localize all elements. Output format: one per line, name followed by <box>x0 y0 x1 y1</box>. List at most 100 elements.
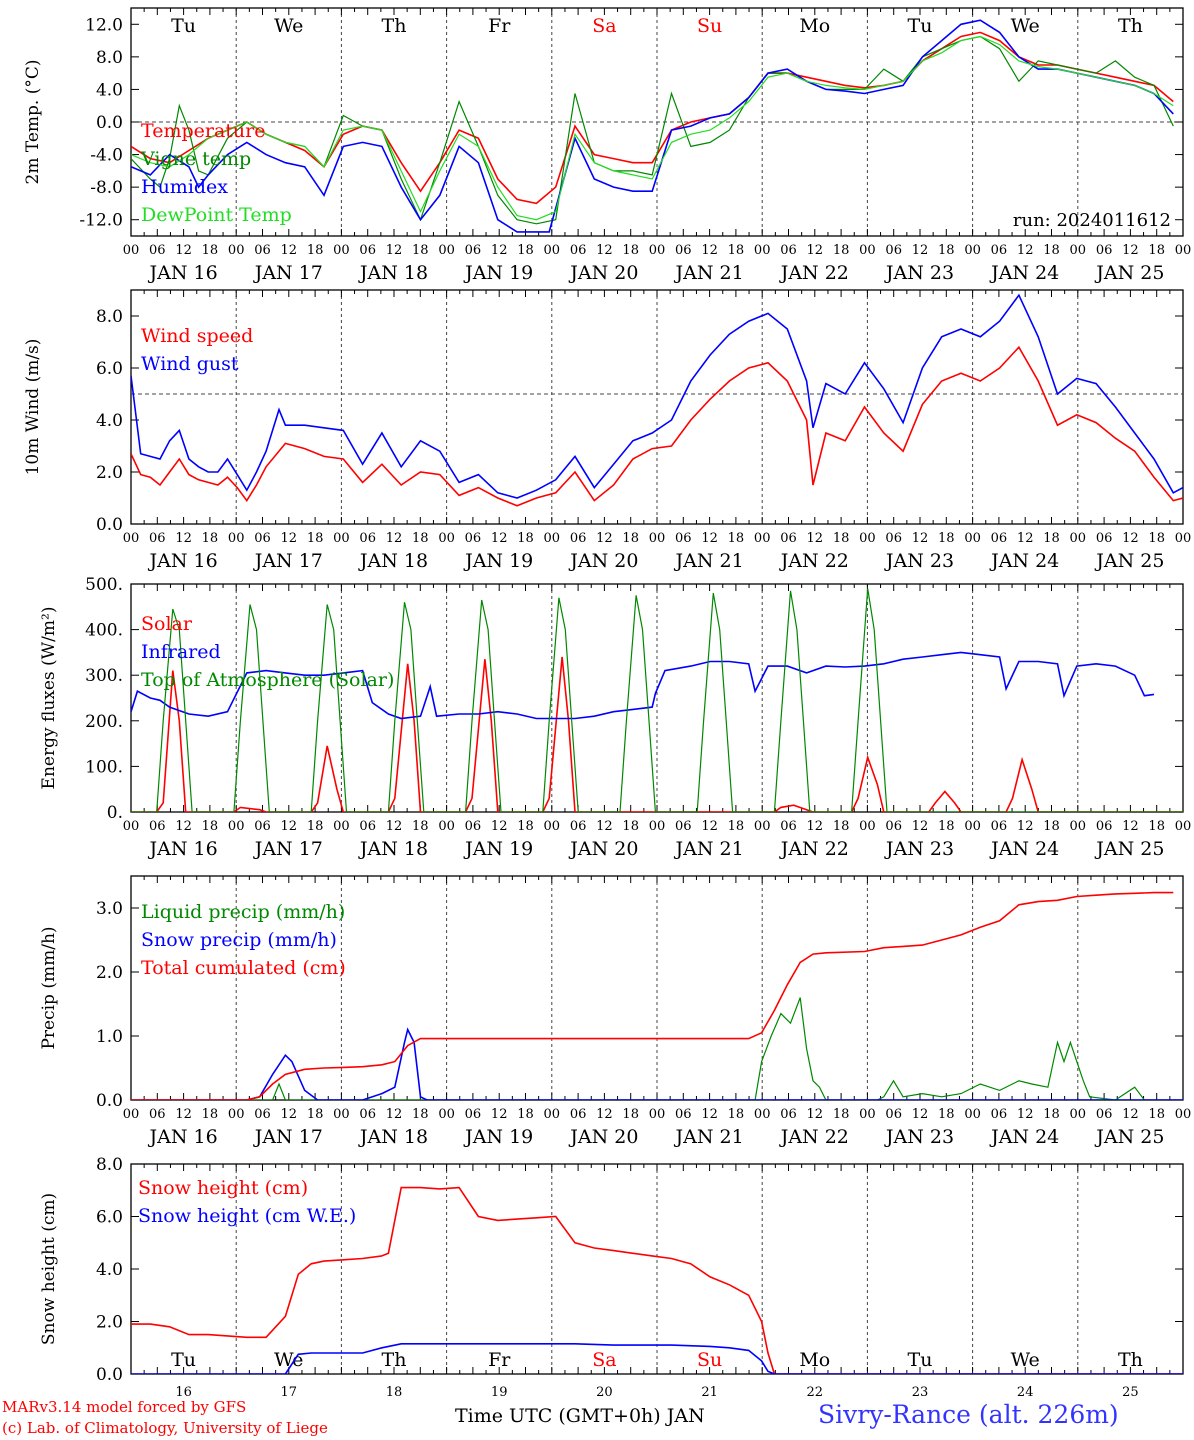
weekday-label: Th <box>1118 15 1143 37</box>
hour-label: 18 <box>307 1107 324 1122</box>
hour-label: 00 <box>754 819 771 834</box>
hour-label: 00 <box>123 1107 140 1122</box>
hour-label: 18 <box>412 1107 429 1122</box>
hour-label: 06 <box>149 531 166 546</box>
hour-label: 00 <box>544 819 561 834</box>
hour-label: 00 <box>859 243 876 258</box>
hour-label: 06 <box>991 531 1008 546</box>
hour-label: 06 <box>359 819 376 834</box>
hour-label: 06 <box>1096 243 1113 258</box>
weekday-label: Mo <box>799 1349 830 1371</box>
legend-entry: Vigne temp <box>140 148 251 170</box>
hour-label: 06 <box>885 243 902 258</box>
hour-label: 18 <box>728 243 745 258</box>
hour-label: 06 <box>885 819 902 834</box>
hour-label: 06 <box>254 531 271 546</box>
date-label: JAN 25 <box>1094 262 1164 284</box>
y-tick-label: 0. <box>107 803 123 823</box>
hour-label: 18 <box>833 819 850 834</box>
y-tick-label: 0.0 <box>96 113 123 133</box>
weekday-label: Sa <box>592 15 616 37</box>
y-tick-label: 0.0 <box>96 515 123 535</box>
legend-entry: Wind gust <box>141 353 239 375</box>
legend-entry: Temperature <box>141 120 265 142</box>
date-label: JAN 21 <box>674 1126 744 1148</box>
date-label: JAN 24 <box>989 838 1059 860</box>
y-tick-label: 200. <box>85 712 123 732</box>
hour-label: 18 <box>833 243 850 258</box>
hour-label: 12 <box>912 819 929 834</box>
hour-label: 12 <box>1122 1107 1139 1122</box>
hour-label: 18 <box>938 819 955 834</box>
hour-label: 18 <box>1148 819 1165 834</box>
hour-label: 00 <box>228 243 245 258</box>
hour-label: 06 <box>1096 531 1113 546</box>
weekday-label: Mo <box>799 15 830 37</box>
y-tick-label: 8.0 <box>96 307 123 327</box>
date-label: JAN 19 <box>463 262 533 284</box>
hour-label: 12 <box>175 243 192 258</box>
hour-label: 12 <box>281 819 298 834</box>
hour-label: 00 <box>754 1107 771 1122</box>
series-group <box>131 891 1183 1100</box>
hour-label: 12 <box>596 531 613 546</box>
y-tick-label: -12.0 <box>79 211 123 231</box>
day-number: 20 <box>596 1385 613 1400</box>
hour-label: 06 <box>675 819 692 834</box>
legend-entry: Snow height (cm W.E.) <box>138 1205 356 1227</box>
hour-label: 18 <box>517 1107 534 1122</box>
weekday-label: Tu <box>171 15 196 37</box>
hour-label: 00 <box>1070 243 1087 258</box>
hour-label: 06 <box>359 243 376 258</box>
date-label: JAN 22 <box>779 550 849 572</box>
hour-label: 00 <box>544 243 561 258</box>
hour-label: 12 <box>281 1107 298 1122</box>
date-label: JAN 16 <box>148 550 218 572</box>
hour-label: 12 <box>701 243 718 258</box>
hour-label: 06 <box>991 243 1008 258</box>
hour-label: 06 <box>359 531 376 546</box>
hour-label: 12 <box>1017 243 1034 258</box>
date-label: JAN 18 <box>358 838 428 860</box>
hour-label: 12 <box>596 819 613 834</box>
hour-label: 18 <box>517 531 534 546</box>
hour-label: 06 <box>675 1107 692 1122</box>
hour-label: 18 <box>412 531 429 546</box>
hour-label: 00 <box>1070 531 1087 546</box>
hour-label: 00 <box>438 243 455 258</box>
hour-label: 06 <box>570 531 587 546</box>
hour-label: 06 <box>885 531 902 546</box>
series-line-wind-gust <box>131 293 1183 499</box>
series-line-liquid-precip-mm-h- <box>131 997 1183 1100</box>
series-group <box>131 1186 1183 1374</box>
hour-label: 06 <box>465 531 482 546</box>
hour-label: 00 <box>438 1107 455 1122</box>
hour-label: 00 <box>438 819 455 834</box>
series-line-dewpoint-temp <box>131 35 1174 221</box>
hour-label: 06 <box>991 819 1008 834</box>
day-number: 24 <box>1017 1385 1034 1400</box>
y-tick-label: -4.0 <box>90 146 123 166</box>
model-credit: MARv3.14 model forced by GFS <box>2 1398 247 1416</box>
date-label: JAN 23 <box>884 262 954 284</box>
y-tick-label: 4.0 <box>96 411 123 431</box>
hour-label: 00 <box>1175 531 1192 546</box>
hour-label: 12 <box>701 531 718 546</box>
hour-label: 00 <box>964 243 981 258</box>
hour-label: 12 <box>807 531 824 546</box>
legend-entry: Solar <box>141 613 193 635</box>
date-label: JAN 18 <box>358 1126 428 1148</box>
hour-label: 00 <box>754 531 771 546</box>
date-label: JAN 17 <box>253 838 323 860</box>
hour-label: 00 <box>123 819 140 834</box>
hour-label: 12 <box>491 531 508 546</box>
hour-label: 12 <box>596 243 613 258</box>
series-line-snow-precip-mm-h- <box>131 1027 1183 1100</box>
hour-label: 12 <box>701 1107 718 1122</box>
hour-label: 00 <box>754 243 771 258</box>
series-group <box>131 293 1183 507</box>
y-axis-label: Precip (mm/h) <box>39 926 59 1049</box>
series-line-infrared <box>131 651 1155 720</box>
hour-label: 00 <box>228 1107 245 1122</box>
legend-entry: Liquid precip (mm/h) <box>141 901 345 923</box>
